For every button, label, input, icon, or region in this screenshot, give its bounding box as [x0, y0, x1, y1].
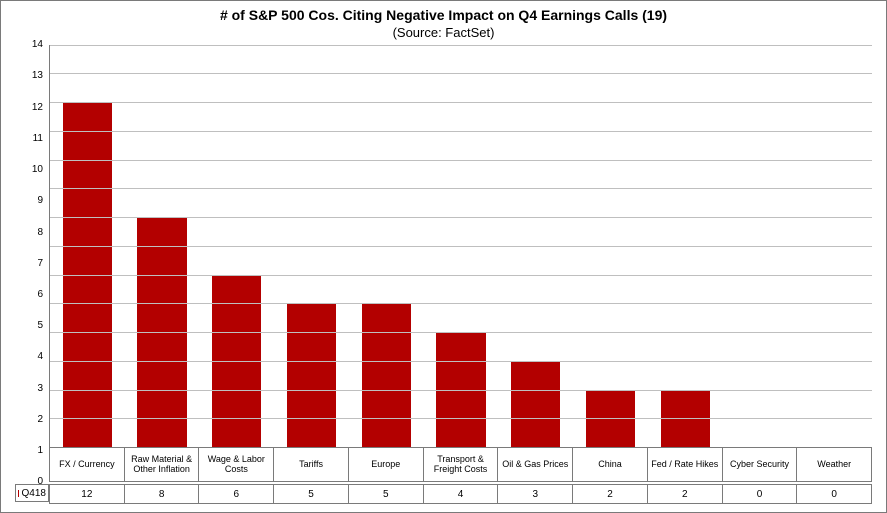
- data-cell: 6: [199, 485, 274, 503]
- category-label: Cyber Security: [723, 448, 798, 482]
- gridline: [50, 131, 872, 132]
- chart-body: 14131211109876543210 FX / CurrencyRaw Ma…: [15, 45, 872, 482]
- gridline: [50, 73, 872, 74]
- chart-frame: # of S&P 500 Cos. Citing Negative Impact…: [0, 0, 887, 513]
- data-cell: 4: [424, 485, 499, 503]
- gridline: [50, 45, 872, 46]
- bar: [287, 303, 336, 447]
- gridline: [50, 188, 872, 189]
- category-label: China: [573, 448, 648, 482]
- data-cell: 8: [125, 485, 200, 503]
- data-table-row: Q418 128655432200: [15, 484, 872, 502]
- data-cell: 2: [573, 485, 648, 503]
- gridline: [50, 217, 872, 218]
- data-cell: 2: [648, 485, 723, 503]
- category-label: Fed / Rate Hikes: [648, 448, 723, 482]
- gridline: [50, 275, 872, 276]
- data-cell: 12: [49, 485, 125, 503]
- data-cell: 5: [349, 485, 424, 503]
- gridline: [50, 418, 872, 419]
- category-label: Weather: [797, 448, 872, 482]
- gridline: [50, 361, 872, 362]
- legend-label: Q418: [22, 488, 46, 499]
- category-label: FX / Currency: [50, 448, 125, 482]
- plot-area: [49, 45, 872, 448]
- category-label: Oil & Gas Prices: [498, 448, 573, 482]
- gridline: [50, 160, 872, 161]
- category-label: Europe: [349, 448, 424, 482]
- chart-title: # of S&P 500 Cos. Citing Negative Impact…: [15, 7, 872, 25]
- data-cell: 3: [498, 485, 573, 503]
- legend-cell: Q418: [15, 484, 49, 502]
- category-label: Tariffs: [274, 448, 349, 482]
- data-cell: 5: [274, 485, 349, 503]
- x-axis: FX / CurrencyRaw Material & Other Inflat…: [49, 448, 872, 482]
- plot-column: FX / CurrencyRaw Material & Other Inflat…: [49, 45, 872, 482]
- chart-subtitle: (Source: FactSet): [15, 25, 872, 41]
- bar: [511, 361, 560, 447]
- bar: [362, 303, 411, 447]
- gridline: [50, 332, 872, 333]
- title-block: # of S&P 500 Cos. Citing Negative Impact…: [15, 7, 872, 41]
- gridline: [50, 303, 872, 304]
- category-label: Wage & Labor Costs: [199, 448, 274, 482]
- y-axis: 14131211109876543210: [15, 45, 49, 482]
- gridline: [50, 390, 872, 391]
- gridline: [50, 246, 872, 247]
- data-cell: 0: [723, 485, 798, 503]
- category-label: Raw Material & Other Inflation: [125, 448, 200, 482]
- category-label: Transport & Freight Costs: [424, 448, 499, 482]
- legend-swatch: [18, 490, 19, 497]
- data-table-body: 128655432200: [49, 484, 872, 504]
- gridline: [50, 102, 872, 103]
- data-cell: 0: [797, 485, 872, 503]
